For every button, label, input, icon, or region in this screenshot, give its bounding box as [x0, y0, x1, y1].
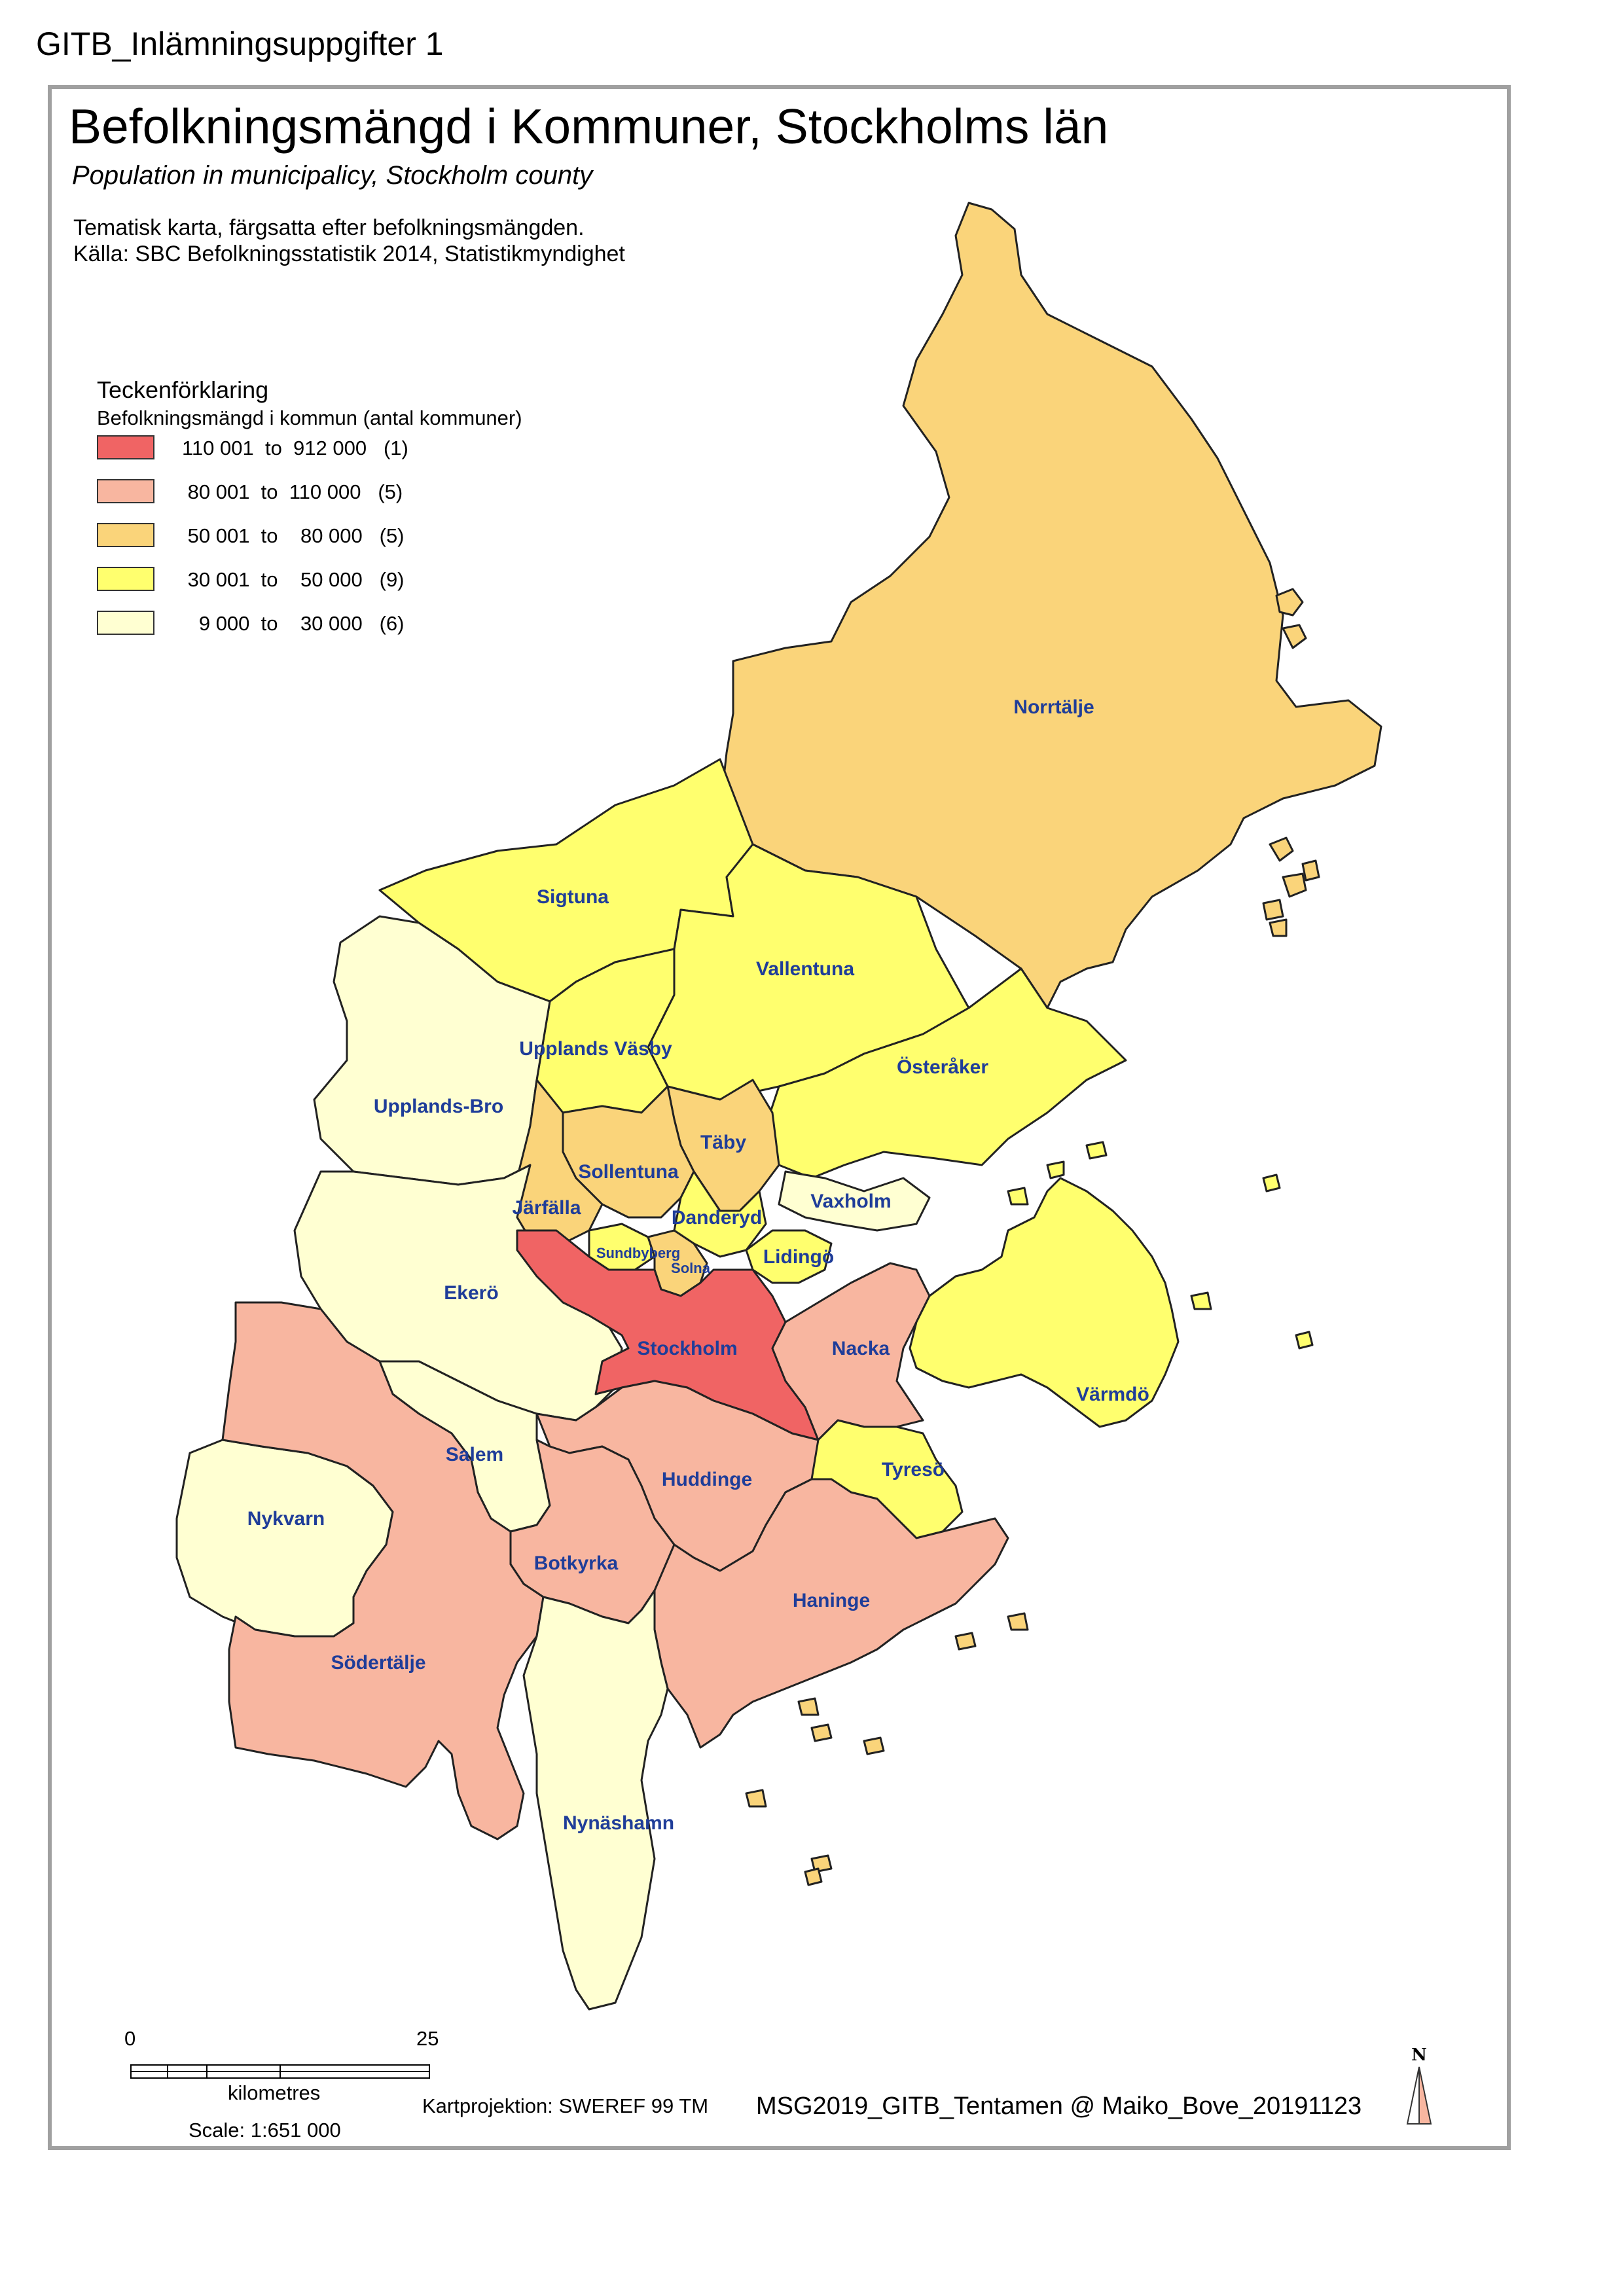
label-danderyd: Danderyd — [672, 1207, 762, 1229]
legend-item: 30 001 to 50 000 (9) — [97, 565, 621, 593]
label-ekero: Ekerö — [444, 1282, 498, 1304]
legend-label: 50 001 to 80 000 (5) — [182, 524, 405, 547]
label-salem: Salem — [446, 1444, 503, 1465]
document-header: GITB_Inlämningsuppgifter 1 — [36, 26, 444, 62]
legend-label: 80 001 to 110 000 (5) — [182, 480, 403, 503]
municipality-labels: Norrtälje Sigtuna Vallentuna Upplands Vä… — [247, 696, 1149, 1834]
region-nacka[interactable] — [771, 1262, 931, 1441]
label-sollentuna: Sollentuna — [578, 1161, 679, 1183]
region-varmdo[interactable] — [909, 1177, 1180, 1428]
label-upplands-bro: Upplands-Bro — [374, 1096, 503, 1117]
label-lidingo: Lidingö — [763, 1246, 834, 1268]
label-nykvarn: Nykvarn — [247, 1508, 325, 1530]
label-nacka: Nacka — [832, 1338, 890, 1359]
label-haninge: Haninge — [793, 1590, 870, 1611]
legend-item: 50 001 to 80 000 (5) — [97, 522, 621, 549]
region-vaxholm[interactable] — [778, 1170, 931, 1232]
label-upplands-vasby: Upplands Väsby — [519, 1038, 672, 1060]
label-tyreso: Tyresö — [882, 1459, 945, 1480]
legend-swatch — [97, 479, 154, 503]
label-osteraker: Österåker — [897, 1056, 988, 1078]
scale-end-label: 25 — [416, 2027, 439, 2050]
map-subtitle: Population in municipalicy, Stockholm co… — [72, 161, 593, 190]
legend-item: 80 001 to 110 000 (5) — [97, 478, 621, 505]
scale-unit-label: kilometres — [228, 2081, 321, 2104]
label-stockholm: Stockholm — [637, 1338, 737, 1359]
credit-note: MSG2019_GITB_Tentamen @ Maiko_Bove_20191… — [756, 2092, 1362, 2120]
projection-note: Kartprojektion: SWEREF 99 TM — [422, 2094, 709, 2117]
legend-swatch — [97, 611, 154, 635]
legend-label: 110 001 to 912 000 (1) — [182, 437, 408, 459]
region-osteraker[interactable] — [765, 967, 1127, 1179]
label-sundbyberg: Sundbyberg — [596, 1245, 680, 1261]
north-arrow-label: N — [1411, 2045, 1427, 2065]
label-vallentuna: Vallentuna — [756, 958, 854, 980]
legend-swatch — [97, 435, 154, 459]
map-description: Tematisk karta, färgsatta efter befolkni… — [73, 215, 625, 267]
legend-label: 9 000 to 30 000 (6) — [182, 612, 405, 635]
label-varmdo: Värmdö — [1076, 1384, 1149, 1405]
legend-swatch — [97, 523, 154, 547]
map-frame — [48, 85, 1511, 2150]
legend-item: 110 001 to 912 000 (1) — [97, 434, 621, 461]
map-title: Befolkningsmängd i Kommuner, Stockholms … — [69, 99, 1109, 154]
description-line: Tematisk karta, färgsatta efter befolkni… — [73, 215, 585, 240]
north-arrow: N — [1406, 2045, 1432, 2125]
legend-title: Teckenförklaring — [97, 376, 269, 403]
region-sodertalje[interactable] — [221, 1301, 545, 1840]
legend-item: 9 000 to 30 000 (6) — [97, 609, 621, 637]
region-haninge[interactable] — [653, 1478, 1009, 1749]
label-botkyrka: Botkyrka — [534, 1552, 619, 1574]
description-line: Källa: SBC Befolkningsstatistik 2014, St… — [73, 242, 625, 266]
label-jarfalla: Järfälla — [512, 1197, 581, 1219]
region-nynashamn[interactable] — [522, 1589, 669, 2011]
legend-label: 30 001 to 50 000 (9) — [182, 568, 405, 591]
scale-bar — [130, 2064, 430, 2079]
scale-ratio-label: Scale: 1:651 000 — [189, 2119, 341, 2142]
label-sigtuna: Sigtuna — [537, 886, 609, 908]
legend: Teckenförklaring Befolkningsmängd i komm… — [97, 376, 522, 635]
scale-start-label: 0 — [124, 2027, 136, 2050]
region-norrtalje[interactable] — [719, 202, 1382, 1009]
label-sodertalje: Södertälje — [331, 1652, 425, 1674]
label-vaxholm: Vaxholm — [810, 1191, 891, 1212]
label-huddinge: Huddinge — [662, 1469, 752, 1490]
legend-subtitle: Befolkningsmängd i kommun (antal kommune… — [97, 406, 522, 429]
region-lidingo[interactable] — [745, 1229, 833, 1284]
label-solna: Solna — [671, 1260, 711, 1276]
label-nynashamn: Nynäshamn — [563, 1812, 674, 1834]
label-norrtalje: Norrtälje — [1013, 696, 1094, 718]
legend-swatch — [97, 567, 154, 591]
label-taby: Täby — [700, 1132, 746, 1153]
archipelago-islands — [745, 588, 1320, 1886]
